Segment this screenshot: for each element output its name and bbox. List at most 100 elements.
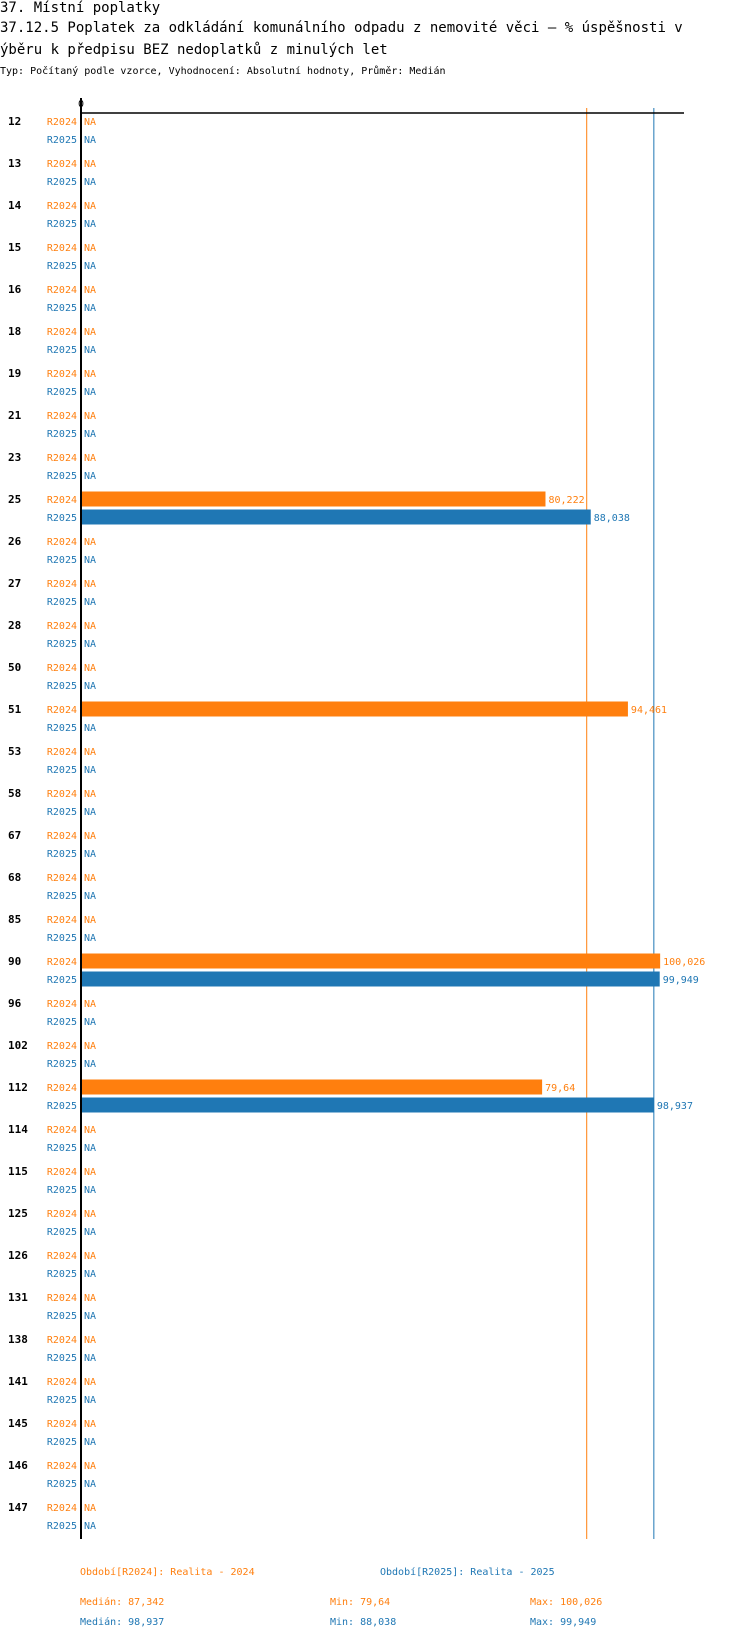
- series-label-r2024: R2024: [47, 999, 77, 1010]
- category-label: 90: [8, 955, 21, 968]
- na-label: NA: [84, 261, 96, 272]
- na-label: NA: [84, 579, 96, 590]
- series-label-r2024: R2024: [47, 453, 77, 464]
- series-label-r2025: R2025: [47, 1353, 77, 1364]
- series-label-r2024: R2024: [47, 117, 77, 128]
- series-label-r2024: R2024: [47, 159, 77, 170]
- category-label: 114: [8, 1123, 28, 1136]
- legend-entry-r2024: Období[R2024]: Realita - 2024: [80, 1567, 255, 1578]
- series-label-r2025: R2025: [47, 1143, 77, 1154]
- na-label: NA: [84, 177, 96, 188]
- na-label: NA: [84, 1209, 96, 1220]
- na-label: NA: [84, 849, 96, 860]
- series-label-r2025: R2025: [47, 1059, 77, 1070]
- na-label: NA: [84, 1293, 96, 1304]
- na-label: NA: [84, 1269, 96, 1280]
- bar-r2025: [82, 971, 660, 987]
- bar-r2024: [82, 1079, 543, 1095]
- na-label: NA: [84, 1041, 96, 1052]
- x-tick-label: 0: [78, 99, 84, 110]
- na-label: NA: [84, 117, 96, 128]
- series-label-r2024: R2024: [47, 1503, 77, 1514]
- series-label-r2025: R2025: [47, 345, 77, 356]
- na-label: NA: [84, 1479, 96, 1490]
- category-label: 138: [8, 1333, 28, 1346]
- bar-value-label: 79,64: [545, 1083, 575, 1094]
- series-label-r2024: R2024: [47, 621, 77, 632]
- category-label: 18: [8, 325, 21, 338]
- stat-median-r2025: Medián: 98,937: [80, 1617, 165, 1628]
- series-label-r2024: R2024: [47, 663, 77, 674]
- series-label-r2025: R2025: [47, 219, 77, 230]
- category-label: 115: [8, 1165, 28, 1178]
- na-label: NA: [84, 597, 96, 608]
- series-label-r2025: R2025: [47, 765, 77, 776]
- series-label-r2024: R2024: [47, 789, 77, 800]
- series-label-r2025: R2025: [47, 303, 77, 314]
- series-label-r2024: R2024: [47, 579, 77, 590]
- na-label: NA: [84, 1125, 96, 1136]
- stat-median-r2024: Medián: 87,342: [80, 1597, 165, 1608]
- series-label-r2024: R2024: [47, 537, 77, 548]
- bar-r2025: [82, 509, 591, 525]
- bar-value-label: 99,949: [663, 975, 699, 986]
- na-label: NA: [84, 723, 96, 734]
- category-label: 85: [8, 913, 21, 926]
- na-label: NA: [84, 933, 96, 944]
- na-label: NA: [84, 1353, 96, 1364]
- category-label: 53: [8, 745, 21, 758]
- category-label: 13: [8, 157, 21, 170]
- series-label-r2025: R2025: [47, 1185, 77, 1196]
- category-label: 131: [8, 1291, 28, 1304]
- na-label: NA: [84, 999, 96, 1010]
- na-label: NA: [84, 663, 96, 674]
- bar-value-label: 80,222: [548, 495, 584, 506]
- series-label-r2025: R2025: [47, 1017, 77, 1028]
- series-label-r2025: R2025: [47, 1395, 77, 1406]
- series-label-r2024: R2024: [47, 705, 77, 716]
- series-label-r2025: R2025: [47, 1521, 77, 1532]
- na-label: NA: [84, 537, 96, 548]
- series-label-r2024: R2024: [47, 411, 77, 422]
- series-label-r2024: R2024: [47, 915, 77, 926]
- category-label: 19: [8, 367, 21, 380]
- category-label: 67: [8, 829, 21, 842]
- bar-r2024: [82, 701, 628, 717]
- na-label: NA: [84, 303, 96, 314]
- series-label-r2025: R2025: [47, 723, 77, 734]
- category-label: 126: [8, 1249, 28, 1262]
- series-label-r2025: R2025: [47, 1101, 77, 1112]
- series-label-r2025: R2025: [47, 681, 77, 692]
- chart-subtitle: Typ: Počítaný podle vzorce, Vyhodnocení:…: [0, 66, 446, 77]
- na-label: NA: [84, 681, 96, 692]
- stat-max-r2024: Max: 100,026: [530, 1597, 603, 1608]
- na-label: NA: [84, 915, 96, 926]
- series-label-r2024: R2024: [47, 1335, 77, 1346]
- bar-r2024: [82, 953, 661, 969]
- category-label: 96: [8, 997, 22, 1010]
- category-label: 141: [8, 1375, 28, 1388]
- na-label: NA: [84, 1167, 96, 1178]
- series-label-r2024: R2024: [47, 1251, 77, 1262]
- na-label: NA: [84, 1335, 96, 1346]
- series-label-r2025: R2025: [47, 1437, 77, 1448]
- na-label: NA: [84, 453, 96, 464]
- category-label: 58: [8, 787, 21, 800]
- category-label: 68: [8, 871, 21, 884]
- na-label: NA: [84, 369, 96, 380]
- series-label-r2025: R2025: [47, 1479, 77, 1490]
- series-label-r2024: R2024: [47, 243, 77, 254]
- na-label: NA: [84, 747, 96, 758]
- series-label-r2024: R2024: [47, 1209, 77, 1220]
- series-label-r2025: R2025: [47, 933, 77, 944]
- stat-min-r2025: Min: 88,038: [330, 1617, 397, 1628]
- category-label: 102: [8, 1039, 28, 1052]
- na-label: NA: [84, 555, 96, 566]
- na-label: NA: [84, 891, 96, 902]
- series-label-r2024: R2024: [47, 1461, 77, 1472]
- series-label-r2025: R2025: [47, 261, 77, 272]
- na-label: NA: [84, 345, 96, 356]
- na-label: NA: [84, 327, 96, 338]
- na-label: NA: [84, 159, 96, 170]
